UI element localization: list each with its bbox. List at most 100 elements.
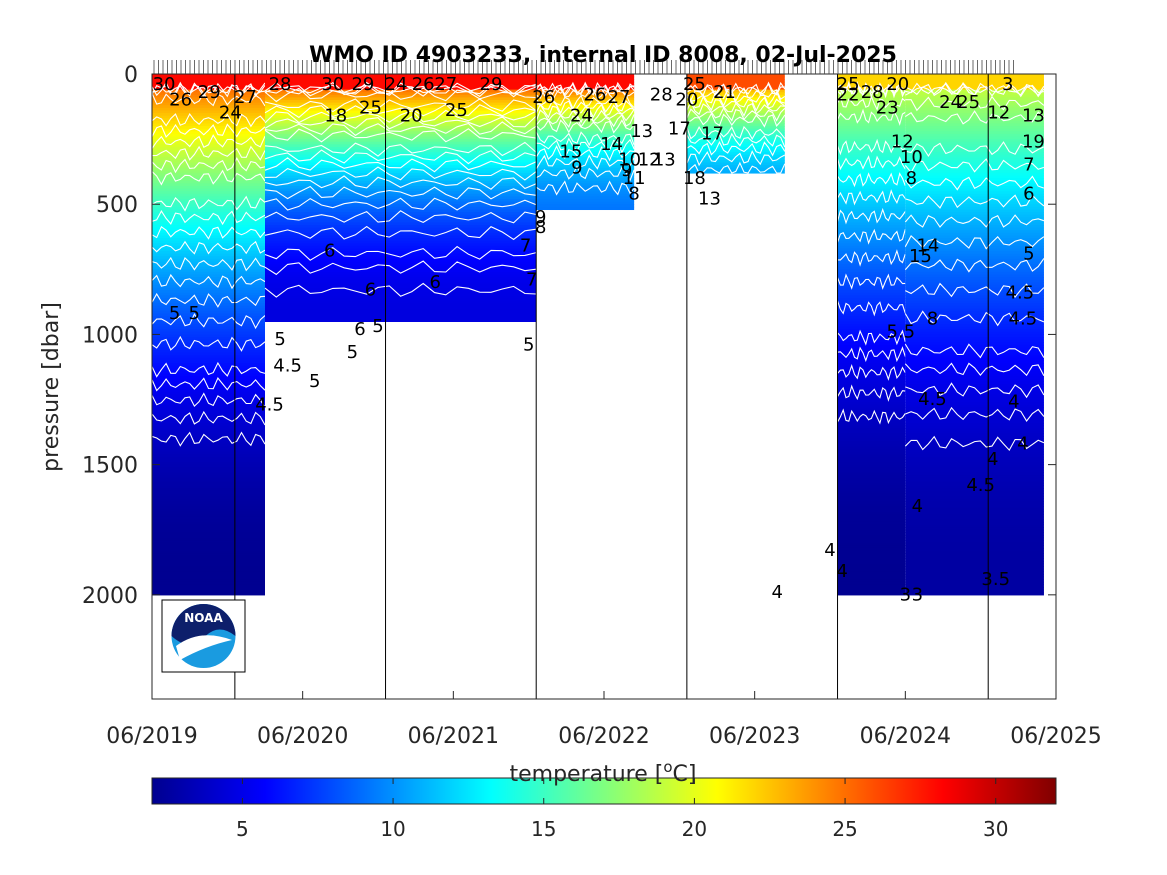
temperature-cell	[152, 529, 265, 533]
isotherm-contour	[905, 141, 1045, 158]
chart-title: WMO ID 4903233, internal ID 8008, 02-Jul…	[309, 43, 897, 68]
temperature-cell	[837, 115, 906, 119]
temperature-cell	[265, 115, 537, 119]
temperature-cell	[905, 545, 1044, 549]
temperature-cell	[265, 264, 537, 268]
temperature-cell	[905, 279, 1044, 283]
temperature-cell	[152, 537, 265, 541]
temperature-cell	[265, 243, 537, 247]
isotherm-contour	[905, 82, 1045, 97]
temperature-cell	[152, 459, 265, 463]
temperature-cell	[152, 185, 265, 190]
temperature-cell	[837, 422, 906, 427]
temperature-cell	[905, 305, 1044, 309]
contour-label: 4	[912, 496, 923, 517]
isotherm-contour	[264, 245, 537, 261]
temperature-cell	[837, 105, 906, 109]
colorbar-label-sup: o	[663, 758, 672, 776]
temperature-cell	[837, 459, 906, 463]
temperature-cell	[837, 409, 906, 414]
temperature-cell	[686, 84, 785, 88]
contour-label: 28	[269, 74, 292, 95]
isotherm-contour	[904, 175, 1045, 191]
contour-label: 27	[434, 74, 457, 95]
temperature-cell	[905, 240, 1044, 244]
temperature-cell	[265, 245, 537, 250]
temperature-cell	[837, 334, 906, 338]
temperature-cell	[905, 490, 1044, 494]
temperature-cell	[905, 592, 1044, 596]
temperature-cell	[905, 87, 1044, 91]
isotherm-contour	[152, 256, 266, 272]
temperature-cell	[152, 428, 265, 432]
temperature-cell	[837, 519, 906, 523]
temperature-cell	[837, 584, 906, 588]
isotherm-contour	[152, 112, 266, 128]
temperature-cell	[837, 454, 906, 458]
isotherm-contour	[904, 258, 1045, 273]
isotherm-contour	[152, 410, 266, 426]
temperature-cell	[905, 584, 1044, 588]
contour-label: 4.5	[966, 475, 995, 496]
temperature-cell	[905, 430, 1044, 434]
temperature-cell	[152, 568, 265, 572]
temperature-cell	[905, 264, 1044, 268]
temperature-cell	[152, 209, 265, 213]
temperature-cell	[837, 360, 906, 364]
temperature-cell	[837, 482, 906, 487]
temperature-cell	[837, 514, 906, 518]
temperature-cell	[837, 425, 906, 429]
temperature-cell	[152, 456, 265, 461]
temperature-cell	[837, 339, 906, 343]
isotherm-contour	[535, 114, 635, 128]
temperature-cell	[536, 152, 635, 156]
temperature-cell	[152, 110, 265, 114]
temperature-cell	[905, 363, 1044, 367]
temperature-cell	[536, 201, 635, 205]
contour-label: 4.5	[918, 389, 947, 410]
temperature-cell	[837, 136, 906, 140]
temperature-cell	[837, 172, 906, 177]
temperature-cell	[905, 357, 1044, 362]
temperature-cell	[152, 550, 265, 554]
temperature-cell	[837, 248, 906, 252]
temperature-cell	[837, 264, 906, 268]
temperature-cell	[152, 574, 265, 578]
temperature-cell	[905, 472, 1044, 476]
temperature-cell	[905, 152, 1044, 156]
temperature-cell	[686, 131, 785, 135]
temperature-cell	[837, 329, 906, 333]
temperature-cell	[536, 113, 635, 117]
isotherm-contour	[836, 273, 906, 290]
contour-label: 6	[1023, 183, 1034, 204]
temperature-cell	[152, 490, 265, 494]
temperature-section	[836, 74, 906, 596]
temperature-cell	[905, 485, 1044, 489]
isotherm-contour	[264, 166, 537, 181]
temperature-cell	[905, 389, 1044, 393]
temperature-cell	[265, 102, 537, 106]
temperature-cell	[905, 488, 1044, 492]
temperature-cell	[265, 157, 537, 161]
temperature-cell	[265, 313, 537, 317]
isotherm-contour	[686, 81, 786, 97]
temperature-cell	[152, 162, 265, 166]
temperature-cell	[152, 313, 265, 317]
isotherm-contour	[152, 195, 266, 212]
temperature-cell	[265, 248, 537, 252]
temperature-cell	[837, 303, 906, 307]
isotherm-contour	[904, 158, 1045, 174]
temperature-cell	[905, 501, 1044, 505]
temperature-cell	[152, 152, 265, 156]
temperature-cell	[536, 100, 635, 104]
temperature-cell	[905, 225, 1044, 229]
temperature-cell	[152, 204, 265, 208]
temperature-cell	[837, 279, 906, 283]
contour-label: 9	[571, 157, 582, 178]
temperature-cell	[905, 451, 1044, 455]
temperature-cell	[837, 337, 906, 341]
temperature-cell	[686, 162, 785, 166]
isotherm-contour	[264, 282, 537, 298]
temperature-cell	[536, 167, 635, 171]
temperature-cell	[905, 308, 1044, 312]
